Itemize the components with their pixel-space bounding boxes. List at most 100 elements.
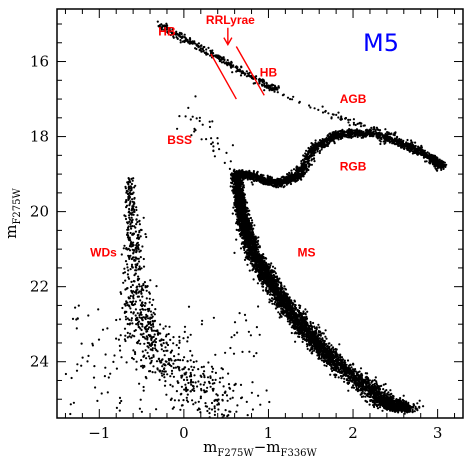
data-point <box>338 343 341 346</box>
data-point <box>344 361 347 364</box>
data-point <box>337 376 340 379</box>
data-point <box>268 284 271 287</box>
data-point <box>298 306 301 309</box>
data-point <box>341 358 345 361</box>
data-point <box>253 224 256 227</box>
data-point <box>298 304 301 307</box>
data-point <box>422 405 425 408</box>
data-point <box>360 392 363 395</box>
data-point <box>389 405 392 408</box>
data-point <box>383 397 387 400</box>
data-point <box>327 342 330 345</box>
data-point <box>306 321 309 324</box>
data-point <box>268 265 271 269</box>
data-point <box>401 407 404 410</box>
data-point <box>282 302 285 305</box>
data-point <box>294 340 297 343</box>
data-point <box>368 403 371 406</box>
data-point <box>309 334 313 337</box>
data-point <box>280 284 283 287</box>
data-point <box>288 323 291 326</box>
data-point <box>353 381 356 384</box>
data-point <box>329 373 332 376</box>
data-point <box>262 253 265 256</box>
data-point <box>266 272 269 275</box>
data-point <box>310 343 313 346</box>
data-point <box>304 321 307 324</box>
data-point <box>299 332 302 335</box>
data-point <box>330 356 333 359</box>
data-point <box>277 279 280 282</box>
data-point <box>328 363 332 367</box>
data-point <box>264 288 268 291</box>
data-point <box>315 326 318 329</box>
data-point <box>295 325 298 328</box>
data-point <box>237 228 240 231</box>
data-point <box>339 366 342 369</box>
data-point <box>236 202 239 205</box>
data-point <box>270 275 273 278</box>
data-point <box>357 386 360 389</box>
data-point <box>360 372 363 375</box>
data-point <box>354 370 357 373</box>
data-point <box>261 275 264 278</box>
data-point <box>407 401 410 404</box>
data-point <box>343 380 346 383</box>
data-point <box>273 284 276 287</box>
data-point <box>251 268 255 271</box>
data-point <box>343 377 346 380</box>
data-point <box>354 380 357 383</box>
data-point <box>334 376 337 379</box>
data-point <box>349 376 352 379</box>
data-point <box>271 302 274 305</box>
data-point <box>233 203 236 206</box>
data-point <box>248 247 251 250</box>
data-point <box>301 330 304 333</box>
data-point <box>239 181 242 184</box>
data-point <box>315 327 318 331</box>
data-point <box>256 282 259 285</box>
data-point <box>325 343 328 346</box>
data-point <box>323 364 326 367</box>
data-point <box>254 270 257 273</box>
data-point <box>418 399 421 402</box>
data-point <box>353 375 356 378</box>
data-point <box>402 399 406 403</box>
data-point <box>318 352 321 356</box>
data-point <box>256 266 259 269</box>
data-point <box>411 410 414 413</box>
data-point <box>340 377 343 380</box>
data-point <box>304 308 307 311</box>
data-point <box>231 212 234 215</box>
data-point <box>278 316 281 319</box>
data-point <box>391 394 394 397</box>
data-point <box>333 355 336 358</box>
data-point <box>414 405 417 408</box>
data-point <box>275 304 278 307</box>
data-point <box>352 384 355 387</box>
data-point <box>328 353 331 356</box>
data-point <box>403 407 406 410</box>
data-point <box>299 323 302 326</box>
data-point <box>294 318 297 321</box>
data-point <box>296 319 299 322</box>
data-point <box>325 362 329 365</box>
data-point <box>330 344 333 347</box>
data-point <box>276 294 279 297</box>
data-point <box>274 307 277 310</box>
data-point <box>366 372 369 375</box>
data-point <box>313 330 316 333</box>
data-point <box>377 388 380 391</box>
data-point <box>380 394 383 397</box>
data-point <box>375 386 378 389</box>
data-point <box>325 337 328 340</box>
data-point <box>257 250 260 253</box>
data-point <box>254 235 257 238</box>
data-point <box>242 198 245 201</box>
data-point <box>359 367 363 370</box>
data-point <box>332 359 335 362</box>
data-point <box>373 379 376 382</box>
data-point <box>317 345 320 348</box>
data-point <box>387 391 390 394</box>
